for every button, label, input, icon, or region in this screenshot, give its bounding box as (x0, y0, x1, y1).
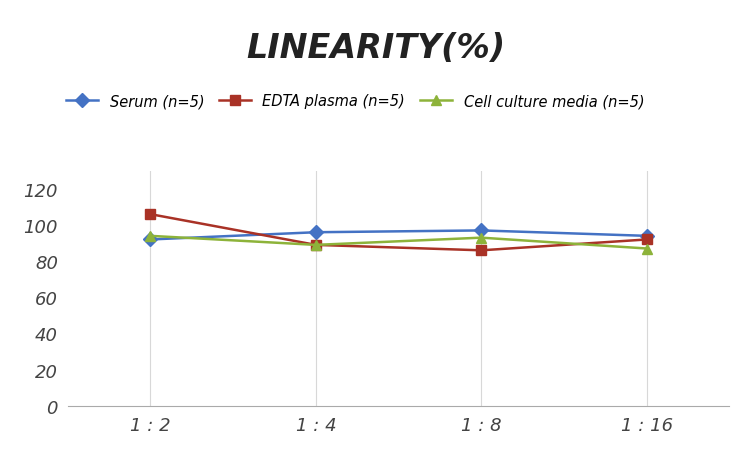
Line: Serum (n=5): Serum (n=5) (146, 226, 651, 245)
Serum (n=5) (311, 230, 320, 235)
EDTA plasma (n=5) (642, 237, 651, 243)
EDTA plasma (n=5) (146, 212, 155, 217)
Serum (n=5) (477, 228, 486, 234)
Serum (n=5) (146, 237, 155, 243)
Cell culture media (n=5) (146, 234, 155, 239)
Text: LINEARITY(%): LINEARITY(%) (247, 32, 505, 64)
Serum (n=5) (642, 234, 651, 239)
EDTA plasma (n=5) (311, 243, 320, 248)
Legend: Serum (n=5), EDTA plasma (n=5), Cell culture media (n=5): Serum (n=5), EDTA plasma (n=5), Cell cul… (60, 88, 650, 115)
Cell culture media (n=5) (311, 243, 320, 248)
Line: EDTA plasma (n=5): EDTA plasma (n=5) (146, 210, 651, 256)
Line: Cell culture media (n=5): Cell culture media (n=5) (146, 231, 651, 254)
EDTA plasma (n=5) (477, 248, 486, 253)
Cell culture media (n=5) (477, 235, 486, 241)
Cell culture media (n=5) (642, 246, 651, 252)
